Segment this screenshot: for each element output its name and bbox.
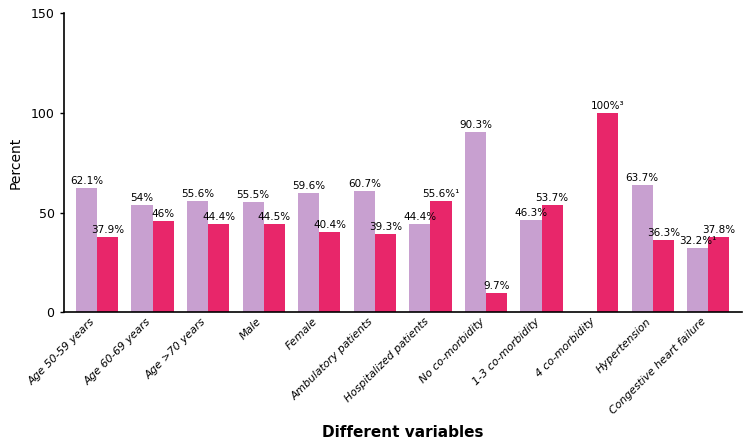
Text: 62.1%: 62.1% [70,177,103,186]
Text: 9.7%: 9.7% [483,281,510,291]
Text: 32.2%¹: 32.2%¹ [679,236,716,246]
Bar [430,202,451,312]
Text: 39.3%: 39.3% [369,222,402,232]
Text: 100%³: 100%³ [591,101,625,111]
Bar [632,185,652,312]
Bar [354,191,375,312]
Bar [410,224,430,312]
Bar [298,194,320,312]
Bar [708,237,730,312]
Text: 54%: 54% [130,193,154,202]
Text: 37.9%: 37.9% [91,225,124,235]
Text: 55.5%: 55.5% [236,190,270,200]
X-axis label: Different variables: Different variables [322,425,483,439]
Bar [131,205,152,312]
Bar [264,224,285,312]
Bar [97,237,118,312]
Bar [465,132,486,312]
Text: 63.7%: 63.7% [626,173,658,183]
Text: 37.8%: 37.8% [702,225,736,235]
Text: 46.3%: 46.3% [514,208,548,218]
Bar [486,293,507,312]
Bar [187,202,208,312]
Bar [687,248,708,312]
Text: 40.4%: 40.4% [314,220,346,230]
Text: 60.7%: 60.7% [348,179,381,189]
Text: 55.6%: 55.6% [181,190,214,199]
Text: 44.5%: 44.5% [258,211,291,222]
Text: 59.6%: 59.6% [292,181,326,191]
Y-axis label: Percent: Percent [8,137,22,189]
Text: 55.6%¹: 55.6%¹ [422,190,460,199]
Bar [542,205,562,312]
Bar [320,232,340,312]
Text: 90.3%: 90.3% [459,121,492,130]
Bar [652,240,674,312]
Bar [520,220,542,312]
Bar [597,113,618,312]
Text: 36.3%: 36.3% [646,228,680,238]
Text: 53.7%: 53.7% [536,193,568,203]
Bar [242,202,264,312]
Bar [152,220,173,312]
Text: 44.4%: 44.4% [202,212,236,222]
Bar [76,189,97,312]
Text: 46%: 46% [152,209,175,219]
Bar [208,224,230,312]
Bar [375,234,396,312]
Text: 44.4%: 44.4% [404,212,436,222]
